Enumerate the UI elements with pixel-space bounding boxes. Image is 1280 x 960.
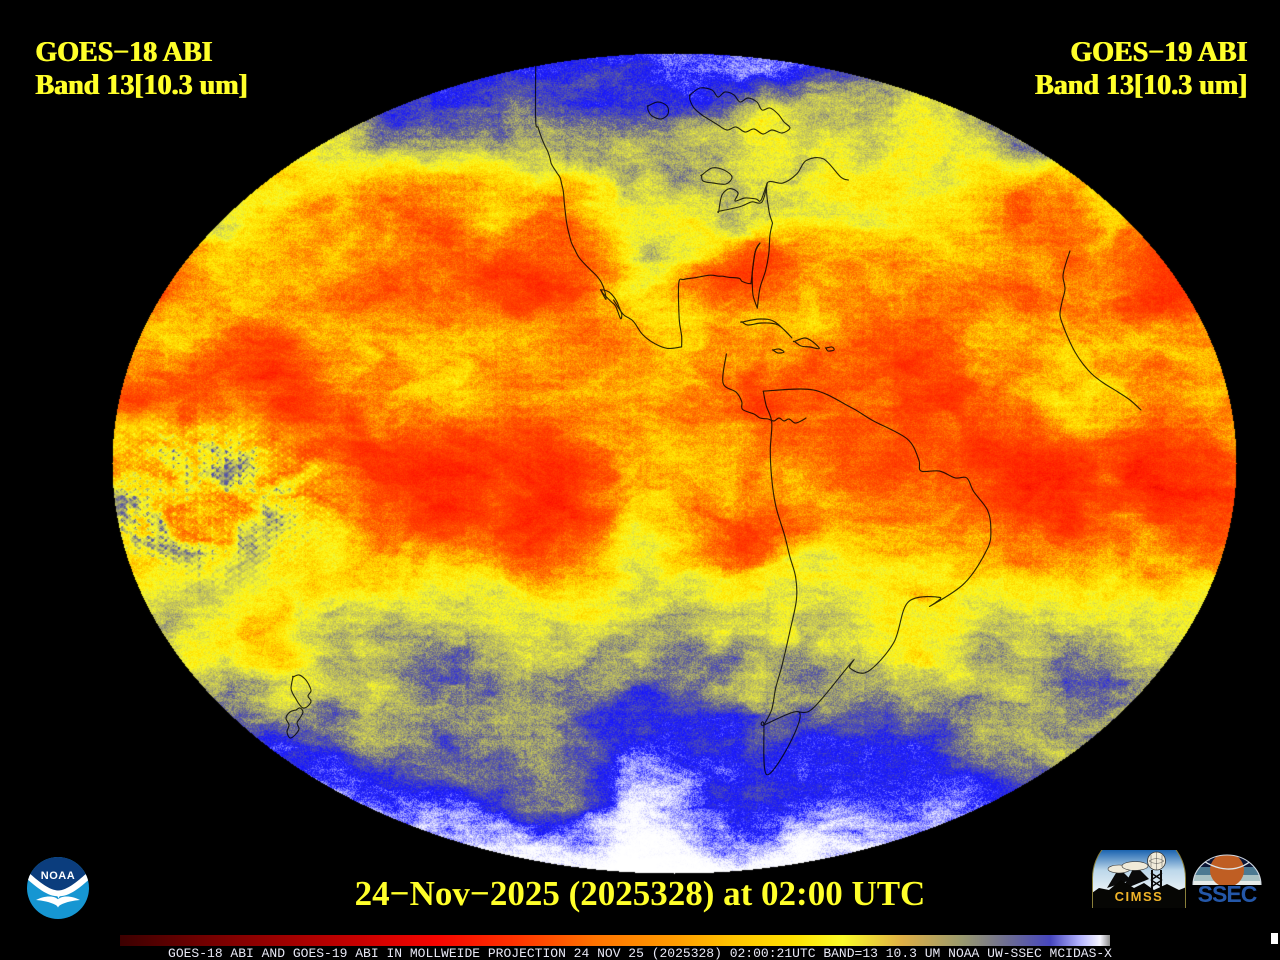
svg-text:NOAA: NOAA [41,870,75,882]
svg-text:CIMSS: CIMSS [1115,889,1164,904]
svg-text:SSEC: SSEC [1198,881,1257,907]
